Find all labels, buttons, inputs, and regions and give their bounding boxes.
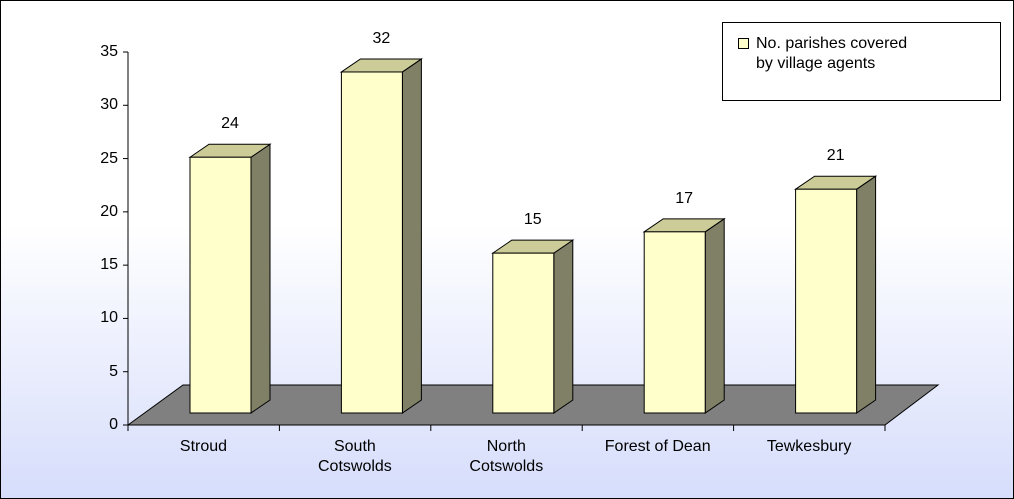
data-label: 17 [675,189,694,207]
x-tick-label: South Cotswolds [317,438,392,475]
bar [795,188,858,414]
y-tick-label: 0 [109,416,118,433]
legend-swatch [738,38,749,49]
y-tick-label: 5 [109,362,118,380]
data-label: 15 [523,211,542,229]
bar-side [250,143,271,414]
y-tick-label: 25 [100,149,118,167]
bar-side [553,239,574,414]
bar [189,156,252,414]
x-tick-label: Forest of Dean [604,438,711,455]
legend-box [722,22,1001,101]
y-tick-label: 20 [100,202,118,220]
data-label: 24 [221,115,239,133]
x-tick-label: Tewkesbury [766,438,852,455]
data-label: 32 [372,29,391,47]
bar [643,231,706,414]
y-tick-label: 30 [100,96,118,114]
y-tick-label: 35 [100,43,118,60]
bar [492,252,555,414]
data-label: 21 [826,147,845,165]
bar-side [401,58,422,414]
x-tick-label: Stroud [179,438,228,455]
bar [340,71,403,414]
y-tick-label: 10 [100,309,118,327]
legend-label: No. parishes covered by village agents [756,35,908,72]
bar-side [856,175,877,414]
bar-side [704,217,725,414]
y-tick-label: 15 [100,256,118,274]
x-tick-label: North Cotswolds [469,438,544,475]
